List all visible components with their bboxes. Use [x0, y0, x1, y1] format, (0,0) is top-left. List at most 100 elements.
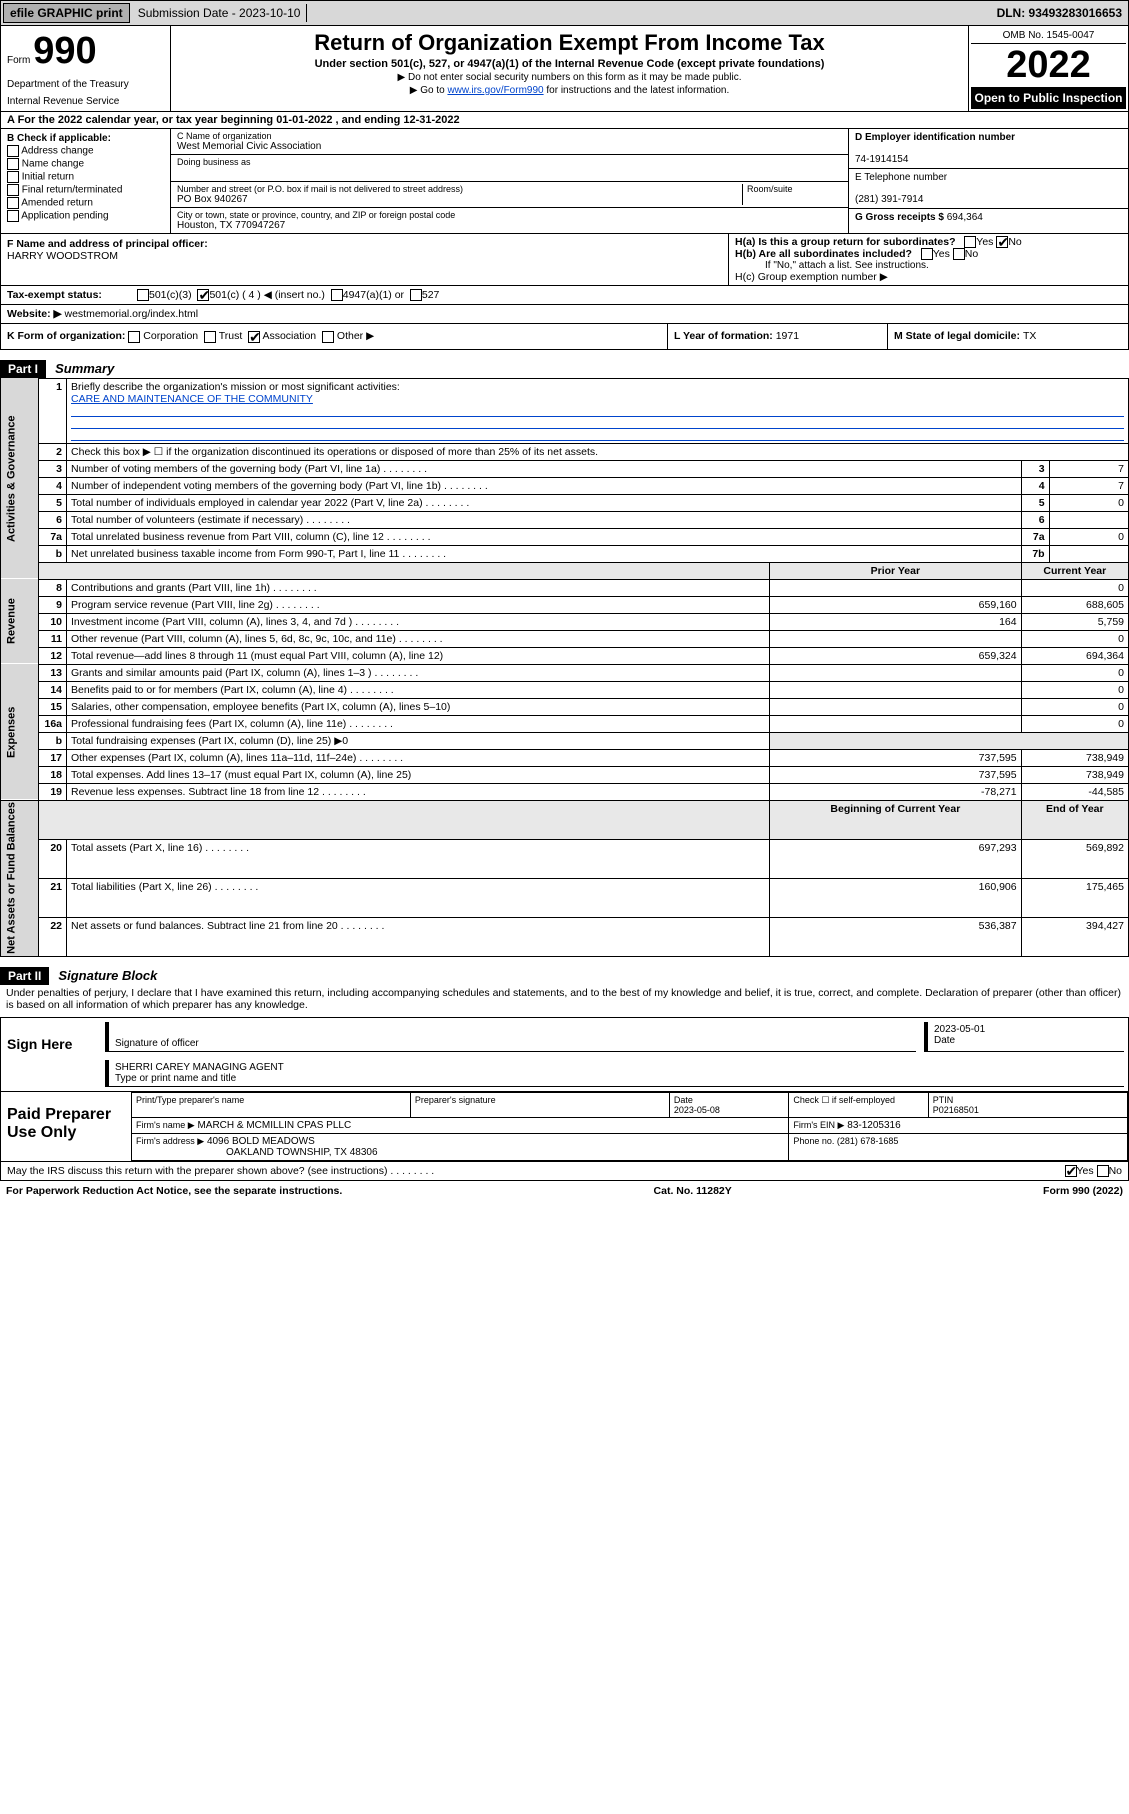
firm-phone: Phone no. (281) 678-1685 — [789, 1134, 1128, 1161]
form-ref: Form 990 (2022) — [1043, 1185, 1123, 1197]
instructions-link[interactable]: www.irs.gov/Form990 — [447, 85, 543, 96]
table-row: 21Total liabilities (Part X, line 26)160… — [1, 879, 1129, 918]
table-row: 16aProfessional fundraising fees (Part I… — [1, 715, 1129, 732]
summary-table: Activities & Governance 1 Briefly descri… — [0, 378, 1129, 958]
tab-governance: Activities & Governance — [1, 378, 39, 579]
table-row: 20Total assets (Part X, line 16)697,2935… — [1, 839, 1129, 878]
tab-revenue: Revenue — [1, 579, 39, 664]
table-row: 4Number of independent voting members of… — [1, 477, 1129, 494]
d-label: D Employer identification number — [855, 132, 1015, 143]
goto-post: for instructions and the latest informat… — [546, 85, 729, 96]
discuss-yes-checkbox[interactable] — [1065, 1165, 1077, 1177]
street-address: PO Box 940267 — [177, 194, 742, 205]
firm-name: MARCH & MCMILLIN CPAS PLLC — [197, 1120, 351, 1131]
table-row: 15Salaries, other compensation, employee… — [1, 698, 1129, 715]
org-name: West Memorial Civic Association — [177, 141, 842, 152]
irs-label: Internal Revenue Service — [7, 96, 164, 107]
table-row: 10Investment income (Part VIII, column (… — [1, 613, 1129, 630]
self-employed-check: Check ☐ if self-employed — [789, 1093, 928, 1118]
paperwork-notice: For Paperwork Reduction Act Notice, see … — [6, 1185, 342, 1197]
officer-name: SHERRI CAREY MANAGING AGENT — [115, 1062, 284, 1073]
row-fh: F Name and address of principal officer:… — [0, 234, 1129, 286]
row-i: Tax-exempt status: 501(c)(3) 501(c) ( 4 … — [0, 286, 1129, 305]
hdr-curr: Current Year — [1021, 562, 1128, 579]
section-bcdeg: B Check if applicable: Address change Na… — [0, 129, 1129, 234]
chk-address-change[interactable]: Address change — [7, 145, 164, 157]
city-label: City or town, state or province, country… — [177, 210, 842, 220]
table-row: 14Benefits paid to or for members (Part … — [1, 681, 1129, 698]
sign-here-block: Sign Here Signature of officer 2023-05-0… — [0, 1017, 1129, 1092]
part1-title: Summary — [55, 361, 114, 376]
chk-association[interactable] — [248, 331, 260, 343]
part1-header: Part I — [0, 360, 46, 378]
tax-year: 2022 — [971, 44, 1126, 87]
form-header: Form 990 Department of the Treasury Inte… — [0, 26, 1129, 112]
hb-line: H(b) Are all subordinates included? Yes … — [735, 248, 1122, 260]
tab-netassets: Net Assets or Fund Balances — [1, 800, 39, 957]
chk-name-change[interactable]: Name change — [7, 158, 164, 170]
table-row: 17Other expenses (Part IX, column (A), l… — [1, 749, 1129, 766]
officer-name-label: Type or print name and title — [115, 1073, 236, 1084]
chk-application-pending[interactable]: Application pending — [7, 210, 164, 222]
omb-number: OMB No. 1545-0047 — [971, 28, 1126, 44]
table-row: bNet unrelated business taxable income f… — [1, 545, 1129, 562]
row-klm: K Form of organization: Corporation Trus… — [0, 324, 1129, 349]
chk-527[interactable] — [410, 289, 422, 301]
subtitle-1: Under section 501(c), 527, or 4947(a)(1)… — [179, 58, 960, 70]
table-row: 6Total number of volunteers (estimate if… — [1, 511, 1129, 528]
footer: For Paperwork Reduction Act Notice, see … — [0, 1181, 1129, 1201]
part2-header: Part II — [0, 967, 49, 985]
dba-label: Doing business as — [177, 157, 842, 167]
gross-receipts: 694,364 — [947, 212, 983, 223]
paid-prep-label: Paid Preparer Use Only — [1, 1092, 131, 1161]
penalty-text: Under penalties of perjury, I declare th… — [0, 985, 1129, 1013]
website: westmemorial.org/index.html — [64, 308, 198, 320]
chk-4947[interactable] — [331, 289, 343, 301]
j-label: Website: ▶ — [7, 308, 62, 320]
discuss-no-checkbox[interactable] — [1097, 1165, 1109, 1177]
f-label: F Name and address of principal officer: — [7, 238, 208, 250]
table-row: 9Program service revenue (Part VIII, lin… — [1, 596, 1129, 613]
chk-amended-return[interactable]: Amended return — [7, 197, 164, 209]
m-label: M State of legal domicile: — [894, 330, 1023, 342]
form-number: 990 — [33, 30, 96, 73]
b-header: B Check if applicable: — [7, 133, 111, 144]
tab-expenses: Expenses — [1, 664, 39, 800]
chk-initial-return[interactable]: Initial return — [7, 171, 164, 183]
prep-sig-label: Preparer's signature — [410, 1093, 669, 1118]
row-j: Website: ▶ westmemorial.org/index.html — [0, 305, 1129, 324]
chk-final-return[interactable]: Final return/terminated — [7, 184, 164, 196]
goto-pre: ▶ Go to — [410, 85, 448, 96]
sign-date: 2023-05-01 — [934, 1024, 985, 1035]
cat-no: Cat. No. 11282Y — [654, 1185, 732, 1197]
open-to-public: Open to Public Inspection — [971, 87, 1126, 109]
subtitle-2: ▶ Do not enter social security numbers o… — [179, 72, 960, 83]
table-row: bTotal fundraising expenses (Part IX, co… — [1, 732, 1129, 749]
ein: 74-1914154 — [855, 154, 908, 165]
year-formed: 1971 — [776, 330, 799, 342]
ptin: P02168501 — [933, 1105, 979, 1115]
ha-no-checkbox[interactable] — [996, 236, 1008, 248]
q1: Briefly describe the organization's miss… — [71, 381, 400, 393]
c-name-label: C Name of organization — [177, 131, 842, 141]
chk-501c3[interactable] — [137, 289, 149, 301]
firm-ein: 83-1205316 — [847, 1120, 900, 1131]
hc-line: H(c) Group exemption number ▶ — [735, 271, 1122, 283]
part2-title: Signature Block — [58, 968, 157, 983]
addr-label: Number and street (or P.O. box if mail i… — [177, 184, 742, 194]
paid-preparer-block: Paid Preparer Use Only Print/Type prepar… — [0, 1092, 1129, 1162]
line-a: A For the 2022 calendar year, or tax yea… — [0, 112, 1129, 129]
firm-address: 4096 BOLD MEADOWS — [207, 1136, 315, 1147]
sign-here-label: Sign Here — [1, 1018, 101, 1091]
chk-501c[interactable] — [197, 289, 209, 301]
prep-name-label: Print/Type preparer's name — [132, 1093, 411, 1118]
hdr-end: End of Year — [1021, 800, 1128, 839]
dept-treasury: Department of the Treasury — [7, 79, 164, 90]
table-row: 12Total revenue—add lines 8 through 11 (… — [1, 647, 1129, 664]
e-label: E Telephone number — [855, 172, 947, 183]
top-bar: efile GRAPHIC print Submission Date - 20… — [0, 0, 1129, 26]
sig-of-officer-label: Signature of officer — [115, 1038, 199, 1049]
state-domicile: TX — [1023, 330, 1036, 342]
table-row: 5Total number of individuals employed in… — [1, 494, 1129, 511]
efile-print-button[interactable]: efile GRAPHIC print — [3, 3, 130, 23]
